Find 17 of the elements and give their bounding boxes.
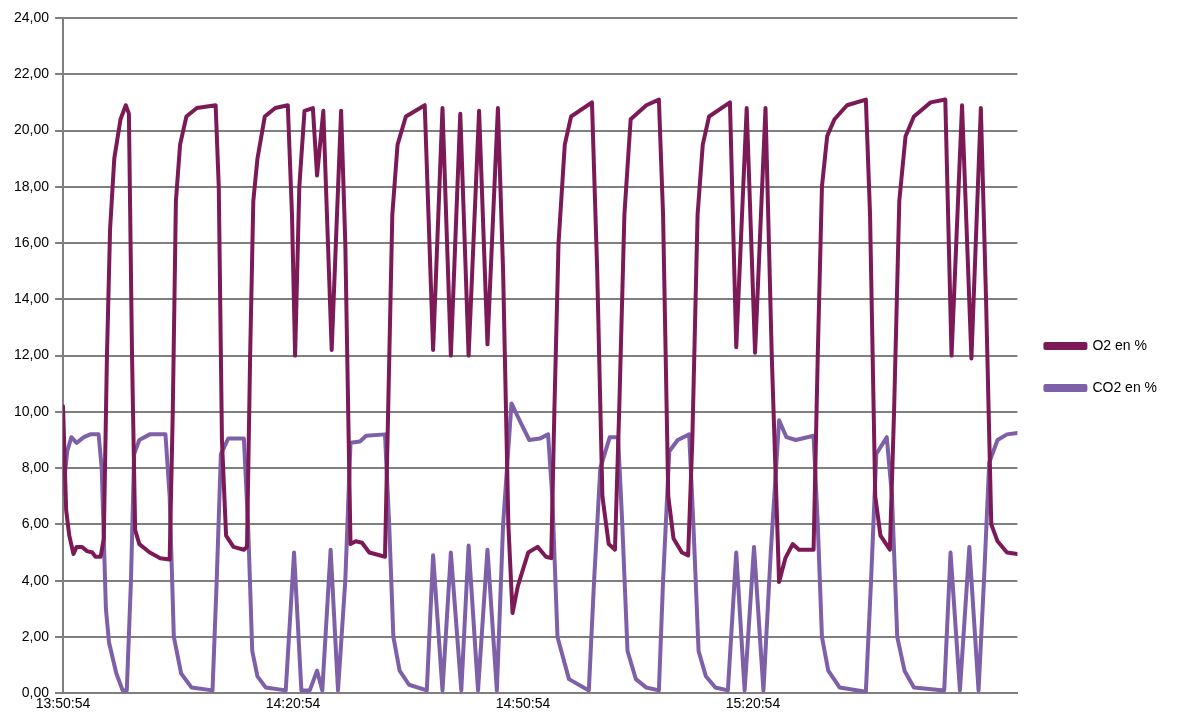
y-tick-label: 20,00: [13, 121, 50, 138]
x-tick-label: 14:20:54: [265, 695, 321, 712]
y-tick-label: 16,00: [13, 233, 50, 250]
y-tick-label: 4,00: [21, 571, 50, 588]
y-tick-label: 2,00: [21, 627, 50, 644]
x-tick-label: 15:20:54: [725, 695, 781, 712]
y-tick-label: 18,00: [13, 177, 50, 194]
y-tick-label: 10,00: [13, 402, 50, 419]
x-tick-label: 14:50:54: [495, 695, 551, 712]
legend-label: O2 en %: [1092, 336, 1147, 353]
y-tick-label: 12,00: [13, 346, 50, 363]
y-tick-label: 24,00: [13, 8, 50, 25]
y-tick-label: 22,00: [13, 65, 50, 82]
y-tick-label: 8,00: [21, 458, 50, 475]
y-tick-label: 6,00: [21, 515, 50, 532]
legend-label: CO2 en %: [1092, 378, 1158, 395]
y-tick-label: 14,00: [13, 290, 50, 307]
